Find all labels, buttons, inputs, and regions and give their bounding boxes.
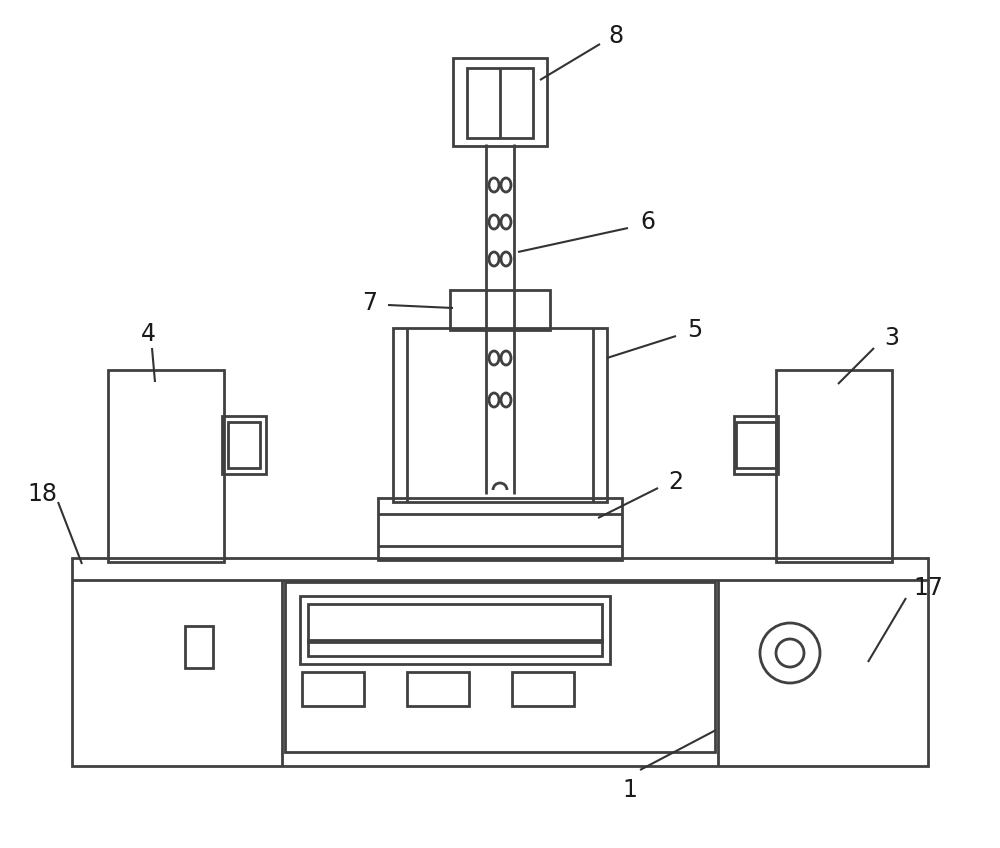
Bar (72, 558, 928, 766)
Bar (512, 672, 574, 706)
Bar (222, 416, 266, 474)
Bar (378, 498, 622, 560)
Bar (228, 422, 260, 468)
Text: 8: 8 (608, 24, 624, 48)
Bar (185, 626, 213, 668)
Bar (407, 672, 469, 706)
Text: 2: 2 (668, 470, 684, 494)
Bar (308, 640, 602, 656)
Bar (734, 416, 778, 474)
Text: 3: 3 (885, 326, 900, 350)
Text: 4: 4 (140, 322, 156, 346)
Bar (393, 328, 607, 502)
Text: 1: 1 (623, 778, 637, 802)
Bar (776, 370, 892, 562)
Text: 5: 5 (687, 318, 703, 342)
Bar (450, 290, 550, 330)
Text: 17: 17 (913, 576, 943, 600)
Bar (308, 604, 602, 642)
Text: 7: 7 (362, 291, 378, 315)
Bar (453, 58, 547, 146)
Text: 6: 6 (640, 210, 656, 234)
Bar (736, 422, 776, 468)
Bar (300, 596, 610, 664)
Bar (467, 68, 533, 138)
Bar (108, 370, 224, 562)
Bar (302, 672, 364, 706)
Bar (285, 582, 715, 752)
Text: 18: 18 (27, 482, 57, 506)
